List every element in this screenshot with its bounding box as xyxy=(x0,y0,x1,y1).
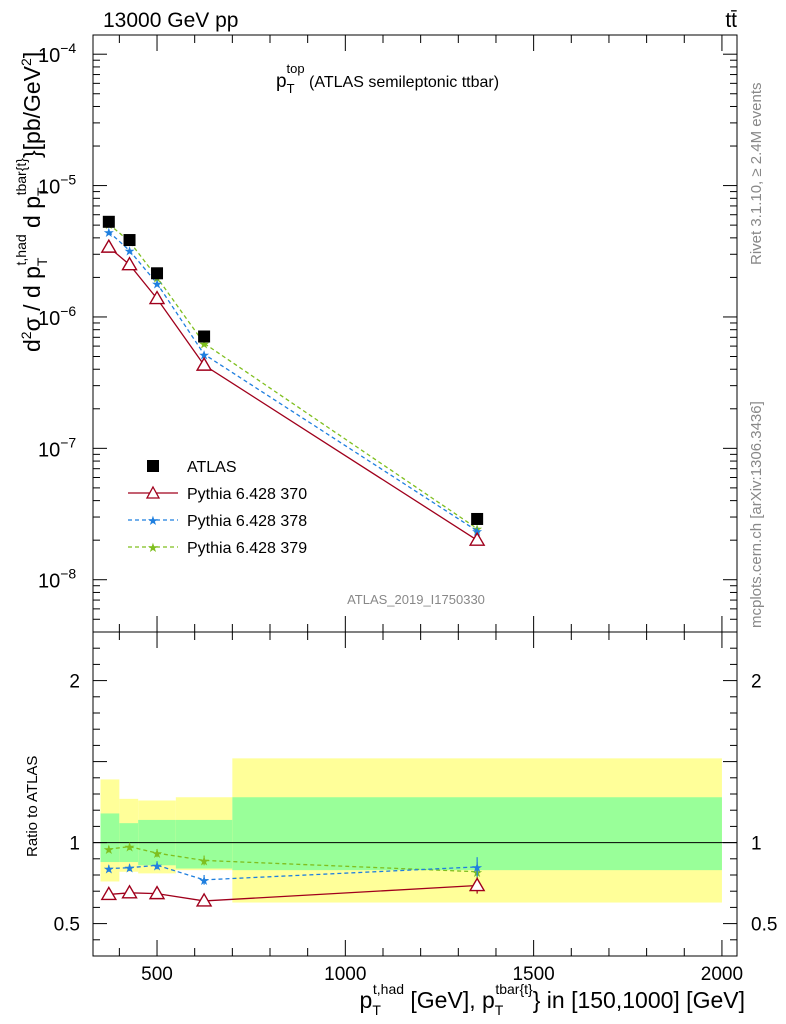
x-axis-label: pTt,had [GeV], pTtbar{t}} in [150,1000] … xyxy=(360,981,745,1018)
legend-atlas-marker xyxy=(147,460,159,472)
analysis-watermark: ATLAS_2019_I1750330 xyxy=(347,592,485,607)
main-point-2-3: ★ xyxy=(198,348,210,363)
main-y-tick-label: 10−8 xyxy=(38,566,76,593)
main-point-3-4: ★ xyxy=(471,523,483,538)
ratio-point-1-1 xyxy=(121,884,138,899)
ratio-y-tick-label-right: 2 xyxy=(751,672,762,693)
main-point-2-2: ★ xyxy=(151,277,163,292)
x-tick-label: 2000 xyxy=(701,964,743,985)
main-y-axis-ticks: 10−8 10−7 10−6 10−5 10−4 xyxy=(38,40,737,633)
header-right-label: tt̄ xyxy=(725,9,737,32)
ratio-point-1-3 xyxy=(195,892,213,907)
main-point-1-1 xyxy=(121,256,138,271)
main-y-tick-label: 10−5 xyxy=(38,172,76,199)
x-tick-label: 1000 xyxy=(324,964,366,985)
main-point-1-2 xyxy=(148,290,166,305)
ratio-y-axis-ticks: 0.5 0.5 1 1 2 2 xyxy=(54,647,777,941)
main-line-2 xyxy=(108,231,478,532)
ratio-y-tick-label: 0.5 xyxy=(54,915,80,936)
ratio-y-tick-label-right: 1 xyxy=(751,834,762,855)
ratio-y-tick-label: 1 xyxy=(69,834,80,855)
x-tick-label: 1500 xyxy=(512,964,554,985)
ratio-point-3-0: ★ xyxy=(103,843,115,858)
atlas-point-4 xyxy=(471,512,484,525)
ratio-point-3-1: ★ xyxy=(124,841,136,856)
ratio-point-1-4 xyxy=(468,877,486,892)
atlas-point-1 xyxy=(123,234,136,247)
main-y-tick-label: 10−4 xyxy=(38,40,76,67)
main-point-2-0: ★ xyxy=(103,226,115,241)
atlas-point-0 xyxy=(102,215,115,228)
main-line-3 xyxy=(108,223,478,530)
ratio-point-2-3: ★ xyxy=(198,874,210,889)
main-series-layer: ★★★★★★★★★★ xyxy=(100,215,486,546)
legend-370-marker xyxy=(145,485,161,499)
main-y-tick-label: 10−7 xyxy=(38,434,76,461)
legend-378-marker: ★ xyxy=(147,514,159,529)
ratio-point-3-3: ★ xyxy=(198,854,210,869)
x-axis-ticks: 500 1000 1500 2000 xyxy=(118,35,743,985)
ratio-point-1-0 xyxy=(100,886,118,901)
legend-379-label: Pythia 6.428 379 xyxy=(187,540,307,557)
legend-370-label: Pythia 6.428 370 xyxy=(187,486,307,503)
rivet-version-label: Rivet 3.1.10, ≥ 2.4M events xyxy=(748,83,765,266)
atlas-point-3 xyxy=(198,330,211,343)
mcplots-credit-label: mcplots.cern.ch [arXiv:1306.3436] xyxy=(748,401,765,628)
main-point-2-1: ★ xyxy=(124,245,136,260)
main-y-axis-label: d2σ / d pTt,had d pTtbar{t}}[pb/GeV2] xyxy=(13,52,50,352)
ratio-point-2-4: ★ xyxy=(471,861,483,876)
x-tick-label: 500 xyxy=(141,964,173,985)
ratio-series-layer: ★ ★ ★ ★★★ ★ ★★★ xyxy=(100,841,486,907)
ratio-uncertainty-bands xyxy=(100,758,722,903)
legend-atlas-label: ATLAS xyxy=(187,459,237,476)
ratio-y-axis-label: Ratio to ATLAS xyxy=(24,756,41,857)
ratio-point-2-1: ★ xyxy=(124,862,136,877)
ratio-point-3-2: ★ xyxy=(151,847,163,862)
ratio-point-1-2 xyxy=(148,885,166,900)
ratio-point-2-0: ★ xyxy=(103,863,115,878)
ratio-y-tick-label-right: 0.5 xyxy=(751,915,777,936)
band-stat-0 xyxy=(100,813,120,863)
main-point-1-4 xyxy=(468,531,486,546)
legend-379-marker: ★ xyxy=(147,541,159,556)
header-left-label: 13000 GeV pp xyxy=(103,9,238,32)
main-point-1-0 xyxy=(100,238,118,253)
ratio-y-tick-label: 2 xyxy=(69,672,80,693)
main-point-3-3: ★ xyxy=(198,337,210,352)
legend-378-label: Pythia 6.428 378 xyxy=(187,513,307,530)
ratio-point-2-2: ★ xyxy=(151,859,163,874)
main-title: pTtop (ATLAS semileptonic ttbar) xyxy=(276,61,499,96)
legend: ATLAS Pythia 6.428 370 ★ Pythia 6.428 37… xyxy=(128,459,307,557)
main-point-1-3 xyxy=(195,356,213,371)
atlas-point-2 xyxy=(151,267,164,280)
main-y-tick-label: 10−6 xyxy=(38,303,76,330)
